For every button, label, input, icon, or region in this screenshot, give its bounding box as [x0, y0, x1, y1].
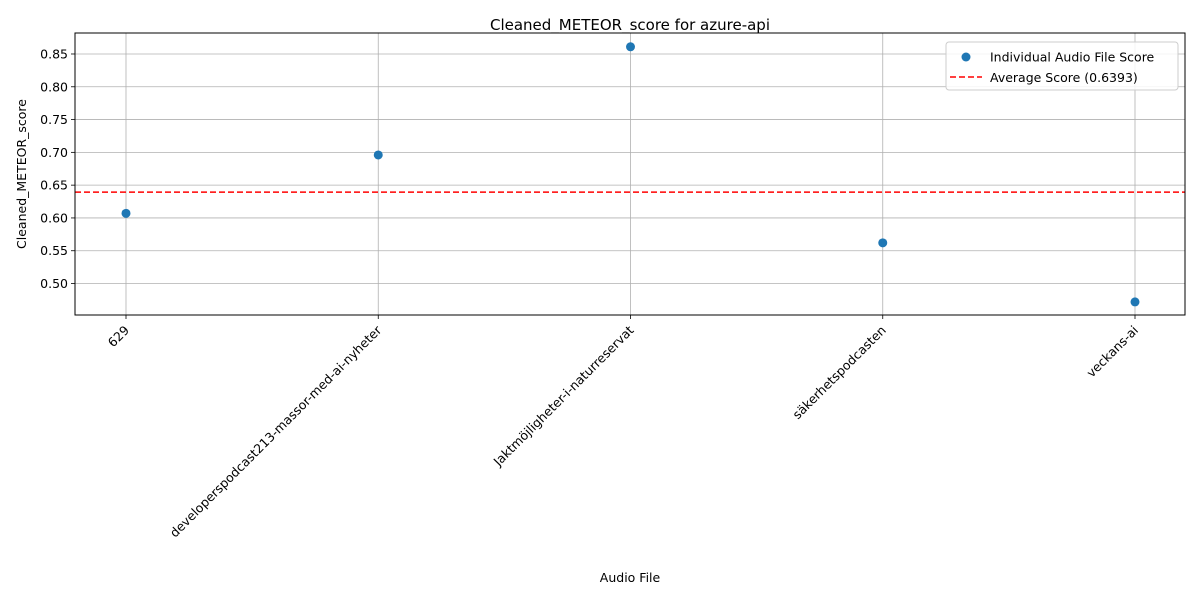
y-tick-label: 0.85	[40, 46, 68, 61]
plot-frame	[74, 32, 1186, 316]
legend-label-scatter: Individual Audio File Score	[990, 50, 1155, 65]
data-point	[1130, 297, 1140, 307]
y-axis-label: Cleaned_METEOR_score	[14, 99, 29, 249]
data-point	[121, 208, 131, 218]
y-tick-label: 0.50	[40, 276, 68, 291]
y-tick-label: 0.70	[40, 145, 68, 160]
data-points	[121, 42, 1140, 307]
chart-title: Cleaned_METEOR_score for azure-api	[490, 16, 770, 35]
y-tick-label: 0.80	[40, 79, 68, 94]
data-point	[373, 150, 383, 160]
y-axis-ticks: 0.50 0.55 0.60 0.65 0.70 0.75 0.80 0.85	[40, 46, 75, 291]
legend-frame	[945, 41, 1179, 91]
x-axis-label: Audio File	[600, 570, 661, 585]
legend-marker-scatter	[961, 52, 971, 62]
legend: Individual Audio File Score Average Scor…	[945, 41, 1179, 91]
y-tick-label: 0.55	[40, 243, 68, 258]
legend-label-average: Average Score (0.6393)	[990, 70, 1138, 85]
y-tick-label: 0.65	[40, 178, 68, 193]
data-point	[878, 238, 888, 248]
data-point	[626, 42, 635, 52]
y-tick-label: 0.60	[40, 210, 68, 225]
y-tick-label: 0.75	[40, 112, 68, 127]
